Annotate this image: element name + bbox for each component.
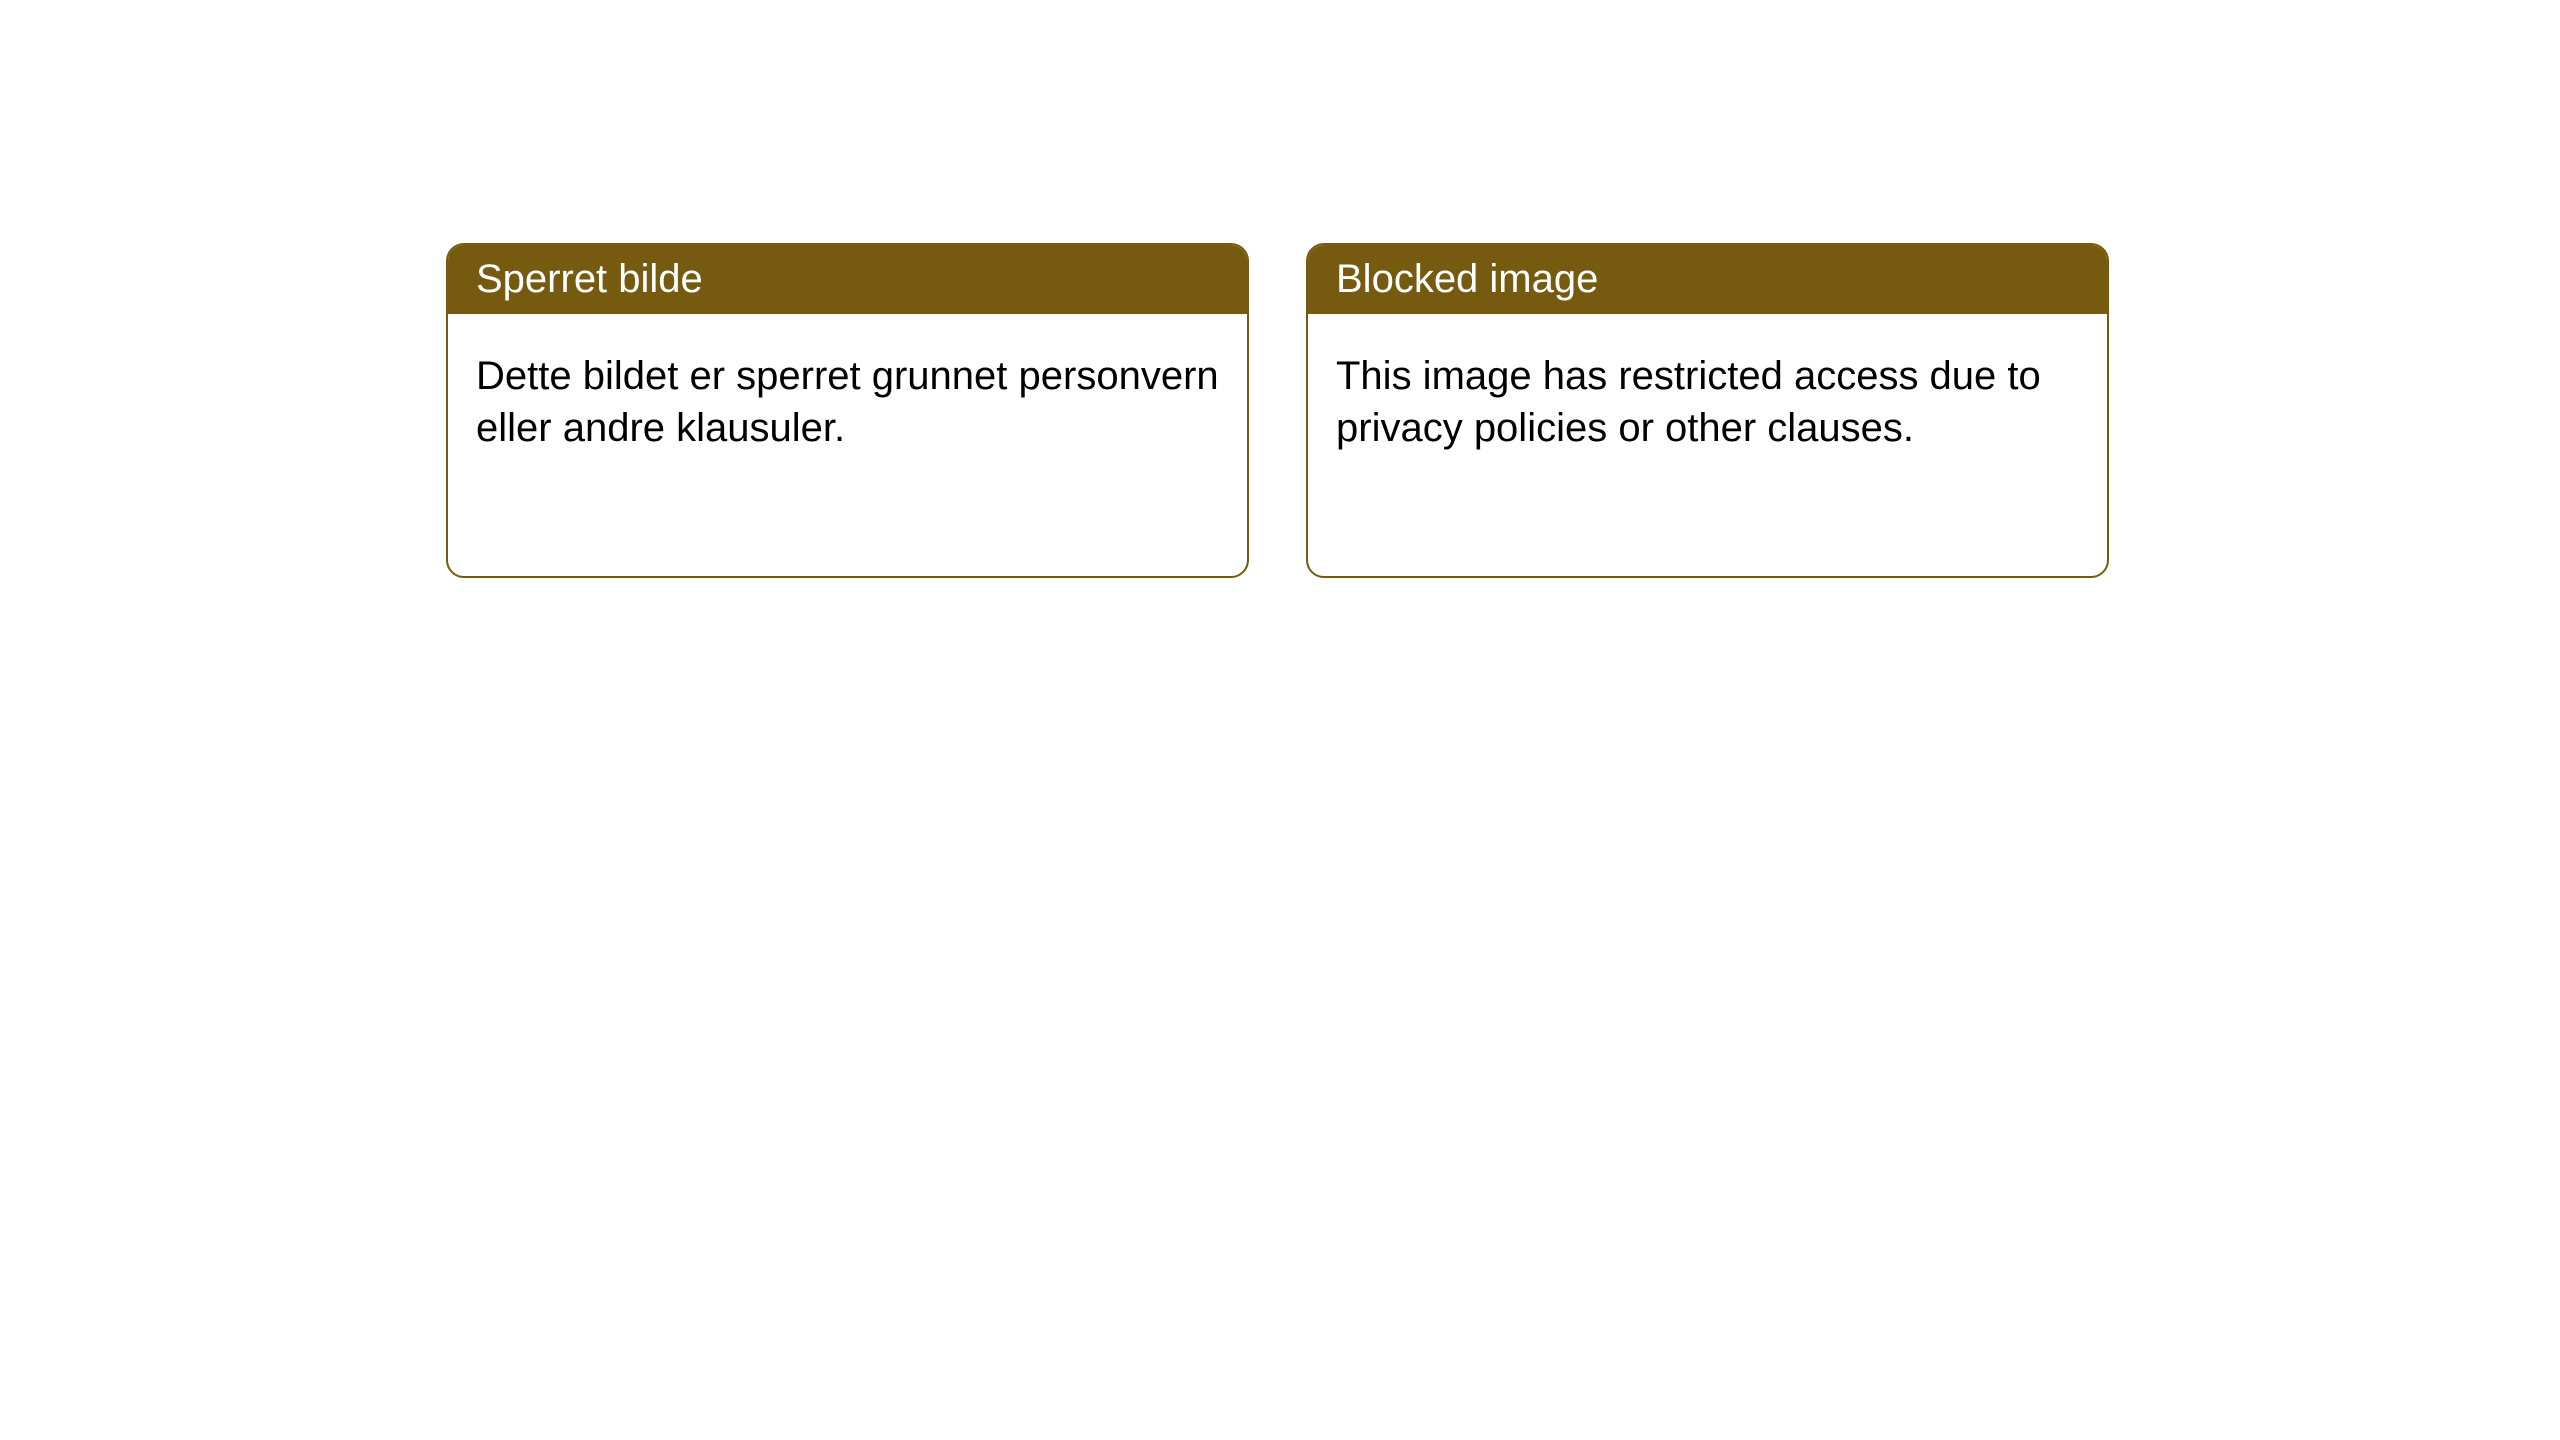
- notice-body: Dette bildet er sperret grunnet personve…: [448, 314, 1247, 490]
- notice-header: Blocked image: [1308, 245, 2107, 314]
- notice-box-norwegian: Sperret bilde Dette bildet er sperret gr…: [446, 243, 1249, 578]
- notice-body: This image has restricted access due to …: [1308, 314, 2107, 490]
- notice-header: Sperret bilde: [448, 245, 1247, 314]
- notice-box-english: Blocked image This image has restricted …: [1306, 243, 2109, 578]
- notice-container: Sperret bilde Dette bildet er sperret gr…: [446, 243, 2560, 578]
